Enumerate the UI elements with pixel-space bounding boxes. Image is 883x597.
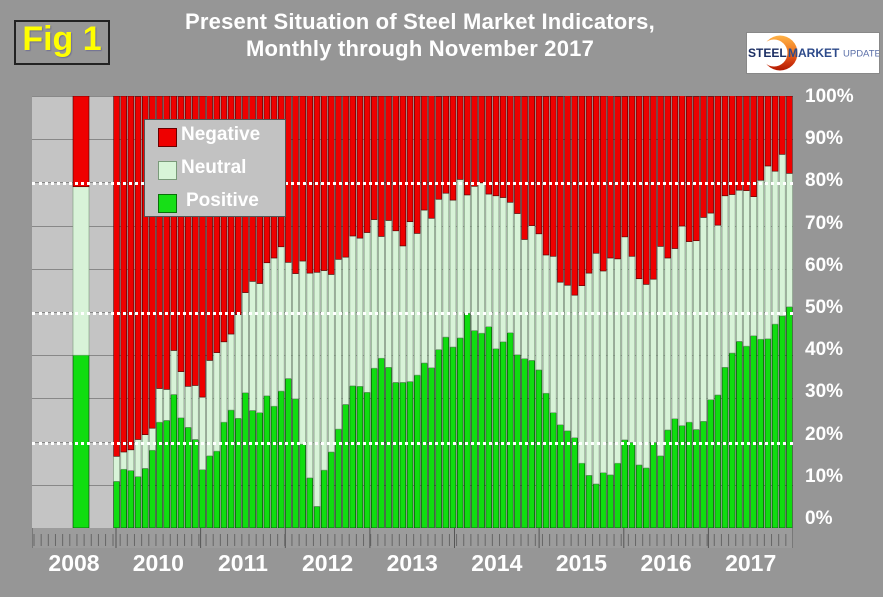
svg-text:STEEL: STEEL <box>748 46 787 60</box>
svg-text:MARKET: MARKET <box>788 46 840 60</box>
svg-text:UPDATE: UPDATE <box>843 49 879 60</box>
